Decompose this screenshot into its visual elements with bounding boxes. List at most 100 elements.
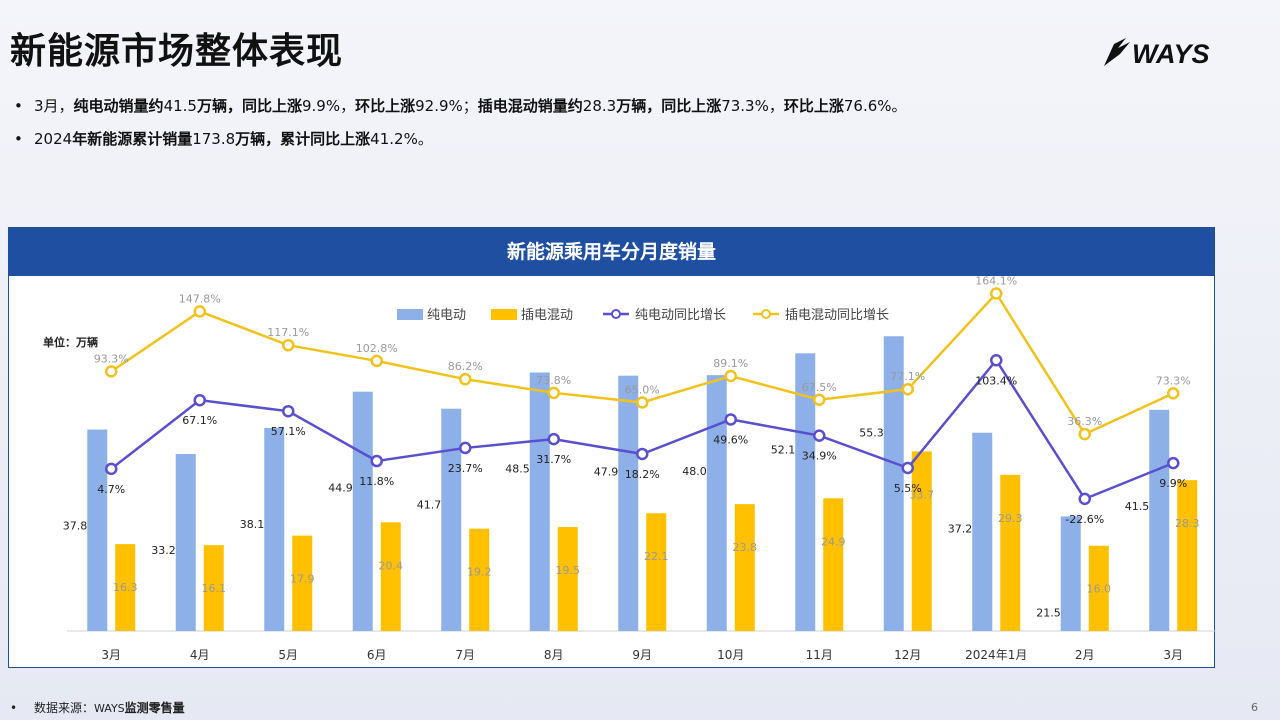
x-tick-label: 4月 <box>190 648 210 662</box>
bar-phev <box>1000 474 1021 631</box>
line-bev-yoy-point <box>724 413 737 426</box>
bar-bev <box>441 408 462 631</box>
summary-bullet-ytd: • 2024年新能源累计销量173.8万辆，累计同比上涨41.2%。 <box>14 123 907 156</box>
x-tick-label: 8月 <box>544 648 564 662</box>
label-bev-yoy: 4.7% <box>97 483 125 496</box>
line-phev-yoy-point <box>105 365 118 378</box>
x-tick-label: 2月 <box>1075 648 1095 662</box>
bar-phev <box>469 528 490 631</box>
footer-label: 数据来源： <box>34 701 95 715</box>
bullet-segment: 2024 <box>34 130 73 148</box>
bullet-dot: • <box>14 97 23 115</box>
label-bev-value: 41.5 <box>1125 500 1150 513</box>
label-phev-value: 29.3 <box>998 512 1023 525</box>
bullet-segment: 73.3%， <box>721 97 784 115</box>
bar-phev <box>203 545 224 631</box>
label-bev-value: 47.9 <box>594 466 619 479</box>
label-bev-yoy: 11.8% <box>359 475 394 488</box>
bar-phev <box>734 504 755 631</box>
bar-phev <box>1088 545 1109 631</box>
line-phev-yoy-point <box>1167 387 1180 400</box>
page-number: 6 <box>1251 701 1258 714</box>
bullet-segment: 插电混动销量约 <box>477 97 583 115</box>
bar-bev <box>618 375 639 631</box>
label-bev-yoy: 18.2% <box>625 468 660 481</box>
label-bev-yoy: 31.7% <box>536 453 571 466</box>
line-bev-yoy-point <box>370 454 383 468</box>
bar-phev <box>823 498 844 631</box>
line-bev-yoy-point <box>636 447 649 461</box>
label-phev-value: 16.1 <box>202 582 227 595</box>
line-bev-yoy-point <box>193 393 206 407</box>
bar-phev <box>646 513 667 631</box>
line-phev-yoy-point <box>901 382 914 396</box>
label-bev-value: 52.1 <box>771 443 796 456</box>
bullet-segment: 环比上涨 <box>783 97 844 115</box>
label-bev-value: 48.0 <box>682 465 707 478</box>
line-phev-yoy-point <box>724 369 737 383</box>
label-bev-value: 41.7 <box>417 499 442 512</box>
x-tick-label: 10月 <box>717 648 744 662</box>
x-tick-label: 6月 <box>367 648 387 662</box>
bar-bev <box>883 336 904 631</box>
line-bev-yoy-point <box>813 429 826 442</box>
logo-text: WAYS <box>1132 39 1210 69</box>
bullet-segment: 173.8 <box>192 130 236 148</box>
bar-phev <box>557 527 578 631</box>
bullet-segment: 纯电动销量约 <box>73 97 164 115</box>
label-bev-value: 38.1 <box>240 518 265 531</box>
bullet-dot: • <box>14 130 23 148</box>
label-bev-yoy: 103.4% <box>975 374 1017 387</box>
bar-bev <box>175 454 196 631</box>
legend-swatch <box>397 309 423 320</box>
label-phev-yoy: 73.8% <box>536 374 571 387</box>
bullet-segment: 92.9%； <box>415 97 478 115</box>
legend-label: 纯电动同比增长 <box>635 308 726 323</box>
label-phev-value: 16.3 <box>113 581 138 594</box>
label-phev-value: 22.1 <box>644 550 669 563</box>
line-phev-yoy-point <box>193 305 206 318</box>
bar-phev <box>380 522 401 631</box>
bullet-segment: 41.5 <box>163 97 197 115</box>
legend-label: 纯电动 <box>427 308 466 323</box>
bullet-segment: 万辆，累计同比上涨 <box>235 130 371 148</box>
line-bev-yoy-point <box>459 441 472 455</box>
bullet-segment: 万辆，同比上涨 <box>196 97 302 115</box>
bar-bev <box>972 432 993 631</box>
bullet-segment: 环比上涨 <box>355 97 416 115</box>
bar-phev <box>911 451 932 631</box>
x-tick-label: 9月 <box>632 648 652 662</box>
line-bev-yoy-point <box>990 354 1003 367</box>
label-bev-yoy: 34.9% <box>802 450 837 463</box>
bullet-segment: 76.6%。 <box>843 97 907 115</box>
footer-source: • 数据来源：WAYS监测零售量 <box>10 701 185 715</box>
bar-phev <box>292 535 313 631</box>
line-phev-yoy-point <box>990 287 1003 300</box>
label-bev-value: 21.5 <box>1036 606 1061 619</box>
label-phev-value: 20.4 <box>379 559 404 572</box>
bar-phev <box>115 544 136 631</box>
label-phev-yoy: 86.2% <box>448 360 483 373</box>
line-phev-yoy-point <box>370 354 383 368</box>
bullet-segment: 28.3 <box>582 97 617 115</box>
label-bev-yoy: 5.5% <box>894 482 922 495</box>
x-tick-label: 5月 <box>278 648 298 662</box>
line-bev-yoy-point <box>282 404 295 418</box>
label-phev-yoy: 93.3% <box>94 352 129 365</box>
label-bev-yoy: 57.1% <box>271 425 306 438</box>
label-bev-yoy: 49.6% <box>713 433 748 446</box>
logo-swoosh-icon <box>1104 38 1130 66</box>
bullet-segment: 万辆，同比上涨 <box>616 97 722 115</box>
line-bev-yoy-point <box>105 462 118 476</box>
bar-bev <box>706 375 727 631</box>
label-bev-value: 37.2 <box>948 523 973 536</box>
label-bev-yoy: 23.7% <box>448 462 483 475</box>
bar-phev <box>1177 480 1198 631</box>
x-tick-label: 3月 <box>1163 648 1183 662</box>
line-bev-yoy-point <box>1078 492 1091 506</box>
label-phev-yoy: 89.1% <box>713 357 748 370</box>
label-bev-value: 48.5 <box>505 462 530 475</box>
line-phev-yoy-point <box>1078 427 1091 441</box>
footer-source-text: 监测零售量 <box>124 701 185 715</box>
line-phev-yoy-point <box>459 372 472 386</box>
